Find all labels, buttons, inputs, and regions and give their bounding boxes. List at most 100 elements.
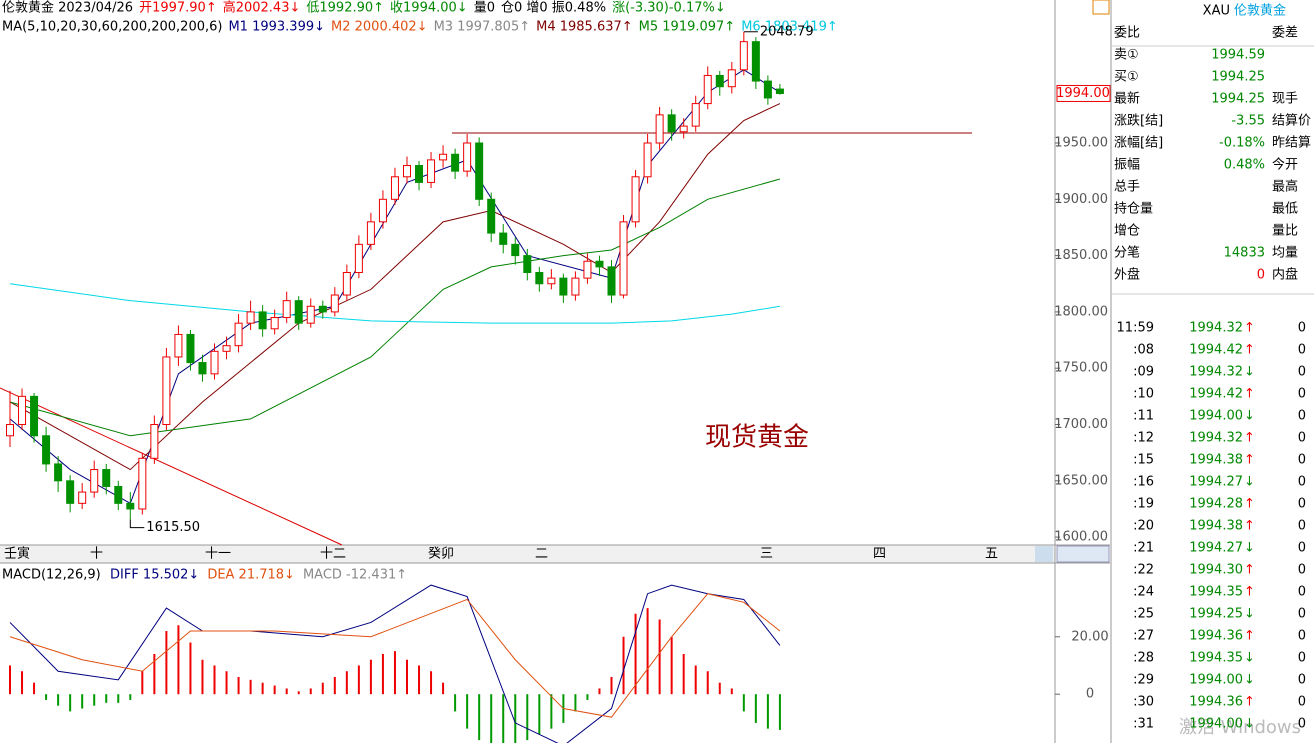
y-tick-label: 1750.00 bbox=[1054, 361, 1108, 376]
header-item: M5 1919.097↑ bbox=[639, 20, 736, 35]
candle-body bbox=[30, 395, 39, 437]
tick-price: 1994.00 bbox=[1189, 673, 1243, 688]
candle-body bbox=[607, 266, 616, 296]
tick-volume: 0 bbox=[1298, 475, 1306, 490]
tick-arrow: ↑ bbox=[1244, 453, 1255, 468]
header-item: MA(5,10,20,30,60,200,200,200,6) bbox=[2, 20, 222, 35]
tick-price: 1994.35 bbox=[1189, 651, 1243, 666]
candle-body bbox=[186, 333, 195, 364]
header-item: M1 1993.399↓ bbox=[228, 20, 325, 35]
time-label: 二 bbox=[535, 547, 548, 562]
header-item: 仓0 增0 振0.48% bbox=[501, 1, 606, 16]
current-price-box bbox=[1056, 84, 1111, 102]
panel-label: 委比 bbox=[1114, 26, 1140, 41]
candle-body bbox=[366, 221, 375, 245]
menu-icon[interactable] bbox=[1092, 0, 1110, 15]
tick-price: 1994.27 bbox=[1189, 475, 1243, 490]
period-tab[interactable] bbox=[1056, 545, 1110, 563]
panel-label: 量比 bbox=[1272, 224, 1298, 239]
ma-line bbox=[9, 69, 781, 505]
panel-label: 现手 bbox=[1272, 92, 1298, 107]
y-tick-label: 1600.00 bbox=[1054, 530, 1108, 545]
macd-tick-label: 20.00 bbox=[1071, 629, 1108, 644]
candle-body bbox=[282, 300, 291, 319]
candle-body bbox=[126, 502, 135, 510]
tick-time: :11 bbox=[1133, 409, 1154, 424]
y-tick-label: 1950.00 bbox=[1054, 136, 1108, 151]
tick-time: :21 bbox=[1133, 541, 1154, 556]
panel-label: 昨结算 bbox=[1272, 136, 1311, 151]
tick-volume: 0 bbox=[1298, 497, 1306, 512]
scroll-button[interactable] bbox=[1035, 546, 1053, 562]
candle-body bbox=[487, 198, 496, 234]
time-label: 十 bbox=[90, 547, 103, 562]
tick-price: 1994.42 bbox=[1189, 343, 1243, 358]
annotation-leader bbox=[129, 519, 145, 529]
candle-body bbox=[354, 243, 363, 273]
candle-body bbox=[739, 41, 748, 71]
candle-body bbox=[775, 88, 784, 94]
candle-body bbox=[535, 272, 544, 285]
macd-tick-label: 0 bbox=[1086, 687, 1094, 702]
tick-arrow: ↓ bbox=[1244, 717, 1255, 732]
tick-arrow: ↓ bbox=[1244, 607, 1255, 622]
candle-body bbox=[222, 345, 231, 352]
y-tick-label: 1700.00 bbox=[1054, 417, 1108, 432]
tick-volume: 0 bbox=[1298, 343, 1306, 358]
tick-price: 1994.36 bbox=[1189, 629, 1243, 644]
panel-value: 0.48% bbox=[1224, 158, 1265, 173]
watermark: 现货黄金 bbox=[705, 423, 809, 453]
candle-body bbox=[415, 165, 424, 183]
trend-line bbox=[0, 387, 343, 546]
tick-time: :24 bbox=[1133, 585, 1154, 600]
tick-volume: 0 bbox=[1298, 431, 1306, 446]
panel-label: 最高 bbox=[1272, 179, 1298, 195]
tick-arrow: ↓ bbox=[1244, 651, 1255, 666]
panel-label: 增仓 bbox=[1114, 224, 1140, 239]
candle-body bbox=[463, 142, 472, 172]
tick-time: 11:59 bbox=[1117, 321, 1154, 336]
time-label: 癸卯 bbox=[428, 547, 454, 562]
candle-body bbox=[258, 311, 267, 330]
time-label: 壬寅 bbox=[4, 546, 30, 562]
candle-body bbox=[583, 260, 592, 279]
tick-volume: 0 bbox=[1298, 453, 1306, 468]
tick-price: 1994.27 bbox=[1189, 541, 1243, 556]
tick-price: 1994.25 bbox=[1189, 607, 1243, 622]
panel-label: 持仓量 bbox=[1114, 202, 1153, 217]
candle-body bbox=[475, 142, 484, 200]
tick-arrow: ↑ bbox=[1244, 695, 1255, 710]
macd-legend: MACD -12.431↑ bbox=[303, 568, 407, 583]
time-label: 十二 bbox=[320, 547, 346, 562]
candle-body bbox=[763, 80, 772, 99]
candle-body bbox=[174, 333, 183, 358]
candle-body bbox=[427, 159, 436, 183]
candle-body bbox=[499, 232, 508, 245]
ma-line bbox=[9, 103, 781, 471]
tick-arrow: ↓ bbox=[1244, 475, 1255, 490]
candle-body bbox=[751, 41, 760, 82]
candle-body bbox=[667, 114, 676, 133]
tick-price: 1994.32 bbox=[1189, 321, 1243, 336]
panel-label: 买① bbox=[1114, 70, 1139, 85]
candle-body bbox=[559, 277, 568, 296]
current-price: 1994.00 bbox=[1056, 86, 1110, 101]
time-axis-bar bbox=[0, 545, 1055, 563]
candle-body bbox=[318, 305, 327, 313]
ma-line bbox=[9, 283, 781, 324]
tick-arrow: ↑ bbox=[1244, 431, 1255, 446]
tick-time: :09 bbox=[1133, 365, 1154, 380]
dea-line bbox=[9, 593, 781, 718]
tick-price: 1994.36 bbox=[1189, 695, 1243, 710]
tick-time: :19 bbox=[1133, 497, 1154, 512]
y-tick-label: 1800.00 bbox=[1054, 304, 1108, 319]
candle-body bbox=[66, 480, 75, 504]
tick-arrow: ↑ bbox=[1244, 629, 1255, 644]
tick-price: 1994.32 bbox=[1189, 365, 1243, 380]
tick-volume: 0 bbox=[1298, 717, 1306, 732]
header-item: 低1992.90↑ bbox=[306, 1, 384, 16]
header-item: M3 1997.805↑ bbox=[434, 20, 531, 35]
candle-body bbox=[54, 463, 63, 482]
candle-body bbox=[6, 424, 14, 437]
